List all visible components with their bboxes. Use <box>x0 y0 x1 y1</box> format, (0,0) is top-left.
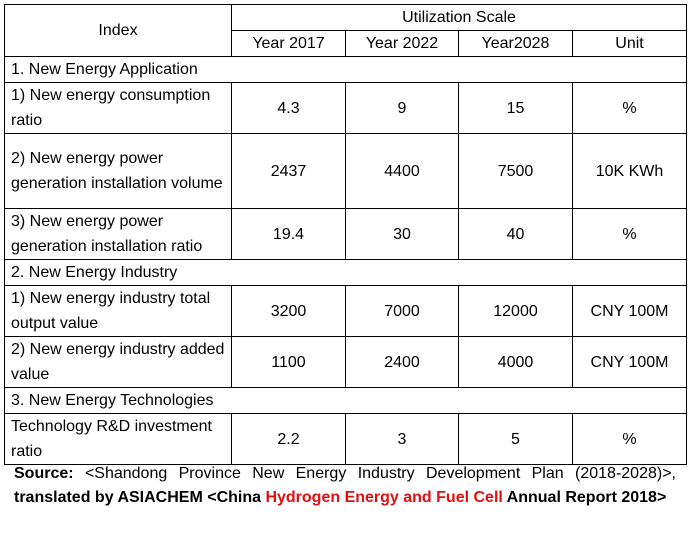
translated-by: translated by ASIACHEM <China <box>14 489 266 506</box>
section-row: 2. New Energy Industry <box>3 259 688 286</box>
cell-2022: 4400 <box>345 133 459 209</box>
section-title: 3. New Energy Technologies <box>3 387 688 414</box>
table-row: 2) New energy power generation installat… <box>4 133 688 209</box>
source-prefix: Source: <box>14 465 74 482</box>
cell-2022: 7000 <box>345 285 459 337</box>
report-suffix: Annual Report 2018> <box>502 489 667 506</box>
cell-2022: 30 <box>345 208 459 260</box>
section-title: 2. New Energy Industry <box>3 259 688 286</box>
cell-2017: 3200 <box>231 285 346 337</box>
cell-2028: 5 <box>458 413 573 465</box>
cell-2017: 19.4 <box>231 208 346 260</box>
source-text: <Shandong Province New Energy Industry D… <box>73 465 676 482</box>
header-row-1: Index Utilization Scale <box>4 4 688 57</box>
header-row-2: Year 2017 Year 2022 Year2028 Unit <box>5 30 688 57</box>
cell-2028: 12000 <box>458 285 573 337</box>
cell-unit: % <box>571 208 688 260</box>
cell-2028: 40 <box>458 208 573 260</box>
utilization-scale-header: Utilization Scale <box>230 4 688 31</box>
col-header-unit: Unit <box>571 30 688 57</box>
table-row: 3) New energy power generation installat… <box>4 208 688 260</box>
col-header-2022: Year 2022 <box>345 30 459 57</box>
row-label: 1) New energy industry total output valu… <box>4 285 232 337</box>
cell-unit: CNY 100M <box>571 336 688 388</box>
report-highlight: Hydrogen Energy and Fuel Cell <box>265 489 503 506</box>
row-label: 2) New energy power generation installat… <box>4 133 232 209</box>
section-row: 3. New Energy Technologies <box>3 387 688 414</box>
row-label: 3) New energy power generation installat… <box>4 208 232 260</box>
index-header: Index <box>4 4 232 57</box>
cell-unit: % <box>571 413 688 465</box>
cell-unit: % <box>571 82 688 134</box>
table-row: 1) New energy industry total output valu… <box>4 285 688 337</box>
source-note: Source: <Shandong Province New Energy In… <box>14 462 676 510</box>
cell-2028: 4000 <box>458 336 573 388</box>
cell-2028: 15 <box>458 82 573 134</box>
cell-2017: 2437 <box>231 133 346 209</box>
table-row: 2) New energy industry added value 1100 … <box>4 336 688 388</box>
col-header-2028: Year2028 <box>458 30 573 57</box>
cell-2022: 3 <box>345 413 459 465</box>
cell-unit: 10K KWh <box>571 133 688 209</box>
section-title: 1. New Energy Application <box>3 56 688 83</box>
row-label: Technology R&D investment ratio <box>4 413 232 465</box>
row-label: 1) New energy consumption ratio <box>4 82 232 134</box>
table-row: 1) New energy consumption ratio 4.3 9 15… <box>4 82 688 134</box>
cell-unit: CNY 100M <box>571 285 688 337</box>
cell-2017: 4.3 <box>231 82 346 134</box>
data-table: Index Utilization Scale Year 2017 Year 2… <box>3 4 688 465</box>
cell-2017: 2.2 <box>231 413 346 465</box>
table-row: Technology R&D investment ratio 2.2 3 5 … <box>4 413 688 465</box>
cell-2022: 2400 <box>345 336 459 388</box>
cell-2017: 1100 <box>231 336 346 388</box>
cell-2028: 7500 <box>458 133 573 209</box>
row-label: 2) New energy industry added value <box>4 336 232 388</box>
section-row: 1. New Energy Application <box>3 56 688 83</box>
cell-2022: 9 <box>345 82 459 134</box>
col-header-2017: Year 2017 <box>231 30 346 57</box>
